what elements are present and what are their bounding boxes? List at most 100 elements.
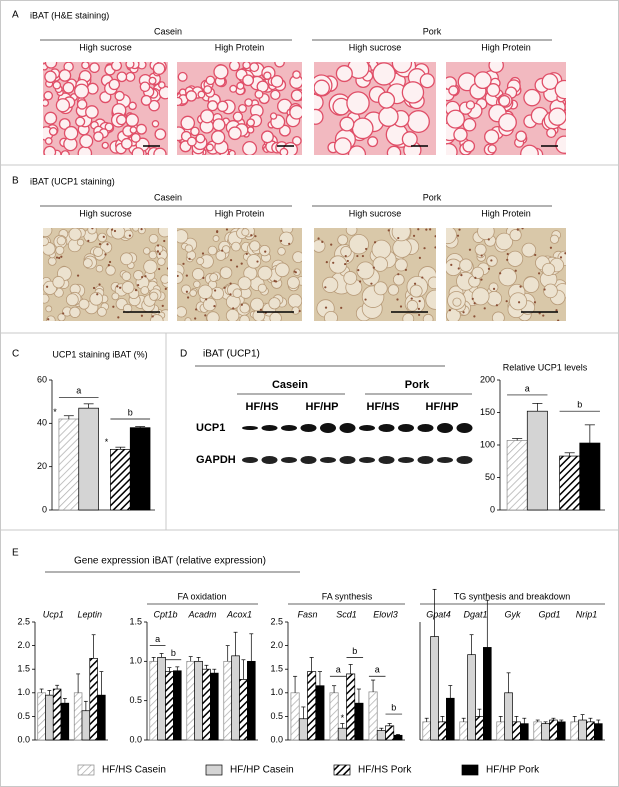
- cell: [120, 137, 133, 150]
- nucleus: [533, 301, 537, 304]
- bar: [315, 685, 325, 741]
- bar: [430, 636, 439, 741]
- nucleus: [229, 282, 232, 285]
- bar: [541, 723, 550, 741]
- legend-label: HF/HP Casein: [230, 765, 294, 776]
- error-bar: [498, 716, 503, 722]
- nucleus: [47, 318, 50, 321]
- cell: [213, 64, 229, 80]
- cell: [125, 62, 135, 69]
- cell: [242, 62, 251, 70]
- cell: [154, 128, 167, 141]
- cell: [274, 62, 285, 68]
- nucleus: [373, 241, 377, 244]
- nucleus: [194, 317, 197, 320]
- cell: [386, 145, 402, 155]
- cell: [56, 236, 67, 246]
- cell: [63, 125, 79, 141]
- cell: [446, 109, 465, 129]
- cell: [337, 234, 349, 246]
- y-tick-label: 2.0: [270, 640, 283, 650]
- cell: [193, 280, 201, 288]
- nucleus: [559, 256, 563, 259]
- y-tick-label: 60: [37, 374, 47, 384]
- blot-diet: HF/HP: [426, 401, 459, 413]
- cell: [289, 104, 302, 120]
- nucleus: [417, 307, 420, 310]
- nucleus: [92, 286, 96, 290]
- cell: [93, 246, 104, 257]
- nucleus: [490, 259, 493, 262]
- nucleus: [564, 252, 566, 255]
- cell: [128, 101, 137, 111]
- condition-label: High Protein: [481, 42, 531, 52]
- cell: [143, 259, 158, 274]
- bar: [586, 721, 595, 741]
- bar: [506, 440, 528, 511]
- nucleus: [434, 235, 436, 238]
- nucleus: [370, 282, 373, 285]
- nucleus: [229, 259, 233, 262]
- nucleus: [421, 276, 424, 279]
- bar: [239, 679, 248, 741]
- cell: [83, 258, 93, 268]
- significance-label: a: [525, 383, 530, 393]
- cell: [232, 288, 243, 298]
- legend-swatch: [333, 764, 351, 776]
- cell: [507, 250, 524, 267]
- nucleus: [55, 256, 59, 259]
- significance-label: a: [155, 634, 160, 644]
- nucleus: [361, 254, 365, 258]
- cell: [58, 118, 71, 130]
- nucleus: [521, 228, 524, 230]
- error-bar: [564, 452, 575, 457]
- error-bar: [196, 657, 201, 662]
- blot-diet: HF/HP: [306, 401, 339, 413]
- cell: [153, 147, 167, 155]
- cell: [43, 228, 53, 238]
- cell: [177, 71, 188, 82]
- nucleus: [119, 286, 122, 289]
- bar: [45, 694, 54, 741]
- error-bar: [584, 424, 595, 444]
- cell: [373, 281, 388, 296]
- cell: [216, 100, 229, 113]
- error-bar: [522, 717, 527, 724]
- cell: [48, 127, 58, 136]
- nucleus: [450, 263, 453, 266]
- cell: [104, 122, 114, 132]
- significance-label: a: [336, 665, 341, 675]
- y-tick-label: 2.0: [17, 640, 30, 650]
- cell: [75, 116, 86, 127]
- band: [320, 423, 336, 433]
- nucleus: [499, 272, 502, 275]
- nucleus: [457, 267, 460, 270]
- cell: [158, 85, 168, 100]
- bar: [459, 721, 468, 741]
- cell: [498, 112, 517, 132]
- nucleus: [225, 228, 229, 231]
- significance-label: a: [375, 665, 380, 675]
- cell: [333, 137, 352, 155]
- nucleus: [117, 316, 120, 319]
- nucleus: [543, 288, 546, 291]
- nucleus: [106, 243, 109, 246]
- cell: [541, 73, 559, 90]
- error-bar: [580, 714, 585, 721]
- cell: [446, 258, 463, 277]
- cell: [486, 83, 501, 97]
- cell: [391, 62, 413, 74]
- bar: [393, 734, 403, 741]
- condition-label: High sucrose: [79, 208, 132, 218]
- cell: [477, 228, 495, 241]
- cell: [242, 74, 255, 87]
- cell: [377, 91, 396, 109]
- error-bar: [301, 706, 306, 719]
- nucleus: [537, 272, 541, 275]
- nucleus: [76, 274, 80, 277]
- nucleus: [456, 234, 460, 237]
- nucleus: [58, 256, 61, 260]
- bar: [52, 688, 62, 741]
- nucleus: [134, 289, 138, 292]
- nucleus: [216, 230, 219, 234]
